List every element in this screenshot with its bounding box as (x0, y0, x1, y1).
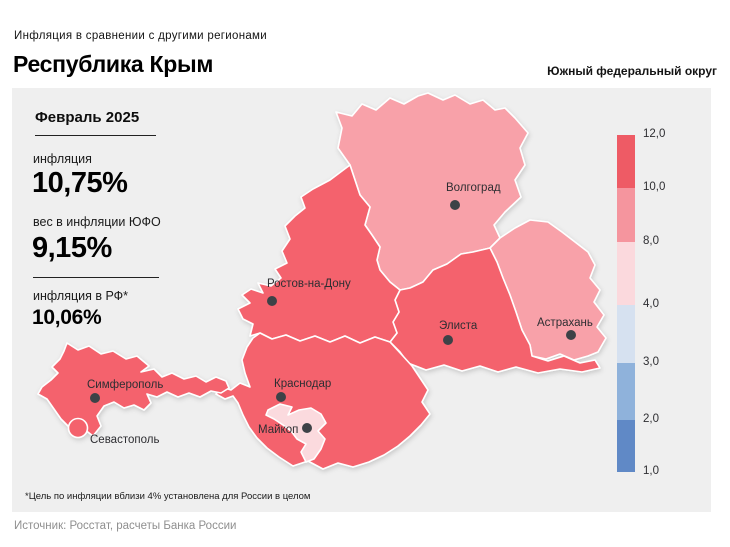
district-label: Южный федеральный округ (547, 64, 717, 78)
city-label-simferopol: Симферополь (87, 379, 163, 391)
legend-tick-8: 8,0 (643, 235, 659, 247)
weight-label: вес в инфляции ЮФО (33, 215, 161, 229)
city-label-krasnodar: Краснодар (274, 378, 331, 390)
city-label-elista: Элиста (439, 320, 478, 332)
legend-segment-10-8 (617, 188, 635, 242)
map-region-crimea (37, 342, 230, 437)
legend-tick-4: 4,0 (643, 298, 659, 310)
city-labels: Волгоград Астрахань Элиста Ростов-на-Дон… (87, 182, 593, 446)
inflation-label: инфляция (33, 152, 92, 166)
kicker-label: Инфляция в сравнении с другими регионами (14, 30, 267, 42)
source-label: Источник: Росстат, расчеты Банка России (14, 520, 237, 532)
page-title: Республика Крым (13, 51, 214, 77)
map-region-krasnodar (215, 332, 431, 470)
rf-inflation-value: 10,06% (32, 306, 102, 329)
color-scale-legend: 12,0 10,0 8,0 4,0 3,0 2,0 1,0 (617, 128, 697, 477)
legend-bar (617, 135, 635, 472)
city-label-rostov: Ростов-на-Дону (267, 278, 351, 290)
stats-divider (33, 277, 159, 278)
legend-segment-4-3 (617, 305, 635, 363)
city-label-astrakhan: Астрахань (537, 317, 593, 329)
city-dot-astrakhan (566, 330, 576, 340)
legend-segment-2-1 (617, 420, 635, 472)
map-marker-sevastopol (67, 417, 89, 439)
legend-tick-2: 2,0 (643, 413, 659, 425)
city-label-sevastopol: Севастополь (90, 434, 159, 446)
city-dot-simferopol (90, 393, 100, 403)
legend-tick-12: 12,0 (643, 128, 666, 140)
city-dot-maykop (302, 423, 312, 433)
legend-segment-12-10 (617, 135, 635, 188)
city-dots (90, 200, 576, 433)
city-dot-krasnodar (276, 392, 286, 402)
legend-segment-3-2 (617, 363, 635, 420)
city-label-volgograd: Волгоград (446, 182, 501, 194)
weight-value: 9,15% (32, 232, 112, 264)
city-dot-rostov (267, 296, 277, 306)
legend-tick-10: 10,0 (643, 181, 666, 193)
legend-tick-3: 3,0 (643, 356, 659, 368)
city-dot-elista (443, 335, 453, 345)
legend-tick-1: 1,0 (643, 465, 659, 477)
map-region-adygea (265, 403, 327, 463)
period-label: Февраль 2025 (35, 109, 156, 136)
rf-inflation-label: инфляция в РФ* (33, 289, 129, 303)
footnote: *Цель по инфляции вблизи 4% установлена … (25, 491, 311, 502)
city-dot-volgograd (450, 200, 460, 210)
legend-segment-8-4 (617, 242, 635, 305)
city-label-maykop: Майкоп (258, 424, 298, 436)
inflation-value: 10,75% (32, 167, 128, 199)
